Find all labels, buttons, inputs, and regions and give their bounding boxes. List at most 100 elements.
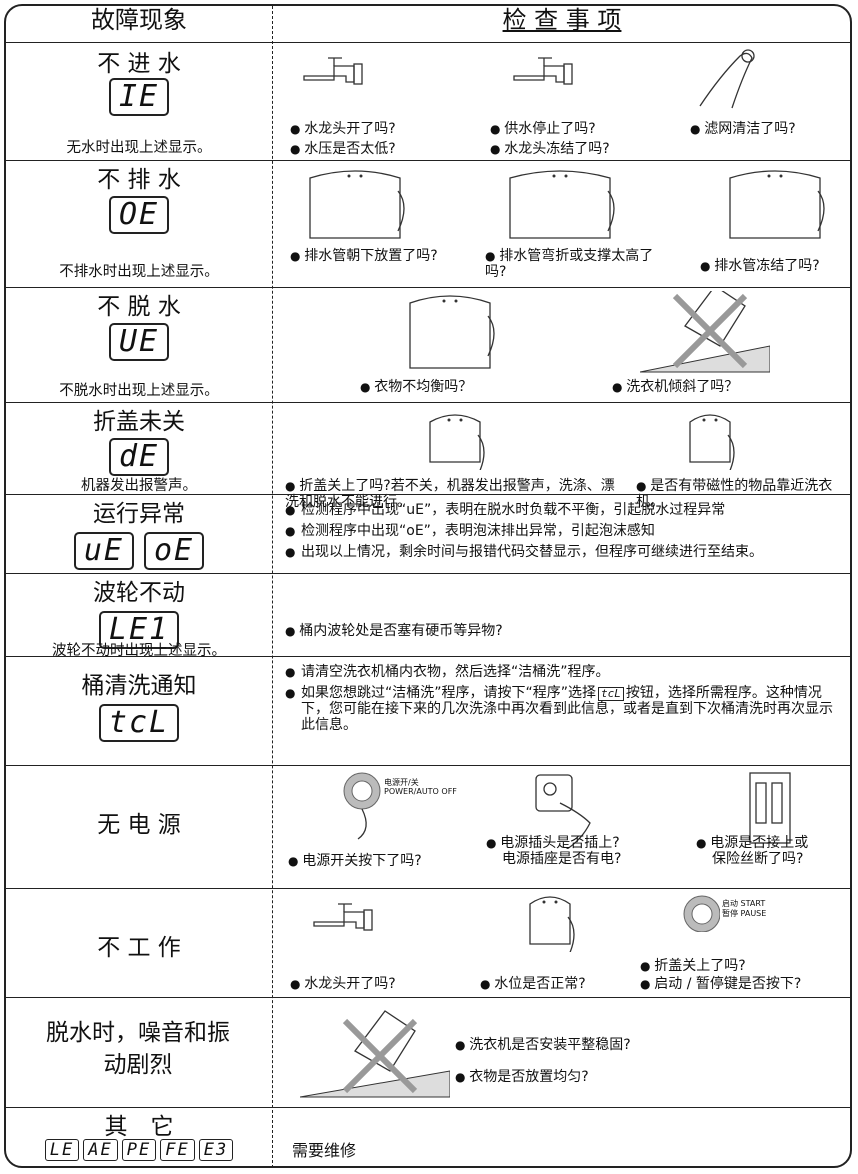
check-item: 洗衣机倾斜了吗？ (612, 379, 738, 395)
check-item: 电源开关按下了吗? (288, 853, 421, 869)
fault-title: 不 工 作 (97, 935, 181, 961)
illustration (429, 414, 485, 470)
fault-title: 其 它 (104, 1114, 174, 1140)
fault-title: 波轮不动 (93, 580, 185, 606)
check-item: 洗衣机是否安装平整稳固? (455, 1037, 630, 1053)
check-item: 需要维修 (292, 1141, 357, 1160)
row-note: 不排水时出现上述显示。 (59, 264, 219, 280)
check-item: 水龙头冻结了吗? (490, 141, 609, 157)
fault-title: 脱水时，噪音和振动剧烈 (46, 1020, 230, 1078)
check-list: 检测程序中出现“uE”，表明在脱水时负载不平衡，引起脱水过程异常检测程序中出现“… (285, 502, 845, 565)
table-frame (4, 4, 852, 1168)
check-item: 水位是否正常? (480, 976, 585, 992)
check-item: 出现以上情况，剩余时间与报错代码交替显示，但程序可继续进行至结束。 (285, 544, 845, 560)
row-divider (5, 494, 852, 495)
illustration (300, 1010, 450, 1098)
error-code: UE (108, 323, 170, 361)
code-group: dE (8, 438, 270, 476)
fault-title: 不 进 水 (97, 51, 181, 77)
check-line: 电源插头是否插上? (500, 835, 620, 851)
illustration (313, 903, 373, 931)
code-group: uE oE (8, 532, 270, 570)
error-code: E3 (198, 1139, 234, 1161)
row-divider (5, 160, 852, 161)
check-item: 检测程序中出现“oE”，表明泡沫排出异常，引起泡沫感知 (285, 523, 845, 539)
fault-title: 无 电 源 (97, 812, 181, 838)
illustration (409, 295, 495, 369)
error-code: OE (108, 196, 170, 234)
row-divider (5, 1107, 852, 1108)
row-note: 机器发出报警声。 (81, 478, 197, 494)
check-text: 按钮，选择所需程序。这种情况下，您可能在接下来的几次洗涤中再次看到此信息，或者是… (301, 685, 833, 733)
error-code: LE (44, 1139, 80, 1161)
header-check: 检 查 事 项 (502, 6, 622, 34)
illustration (729, 170, 825, 239)
illustration (513, 57, 573, 85)
illustration (683, 895, 720, 932)
inline-code: tcL (598, 687, 624, 701)
error-code: LE1 (98, 611, 180, 649)
check-item: 启动 / 暂停键是否按下? (640, 976, 801, 992)
check-list: 请清空洗衣机桶内衣物，然后选择“洁桶洗”程序。如果您想跳过“洁桶洗”程序，请按下… (285, 664, 845, 738)
header-fault: 故障现象 (91, 6, 187, 34)
check-item: 滤网清洁了吗? (690, 121, 795, 137)
check-item: 水龙头开了吗? (290, 121, 395, 137)
check-item: 请清空洗衣机桶内衣物，然后选择“洁桶洗”程序。 (285, 664, 845, 680)
illustration (303, 57, 363, 85)
illustration (640, 291, 770, 373)
error-code: oE (144, 532, 205, 570)
check-line: 电源插座是否有电? (502, 851, 622, 867)
icon-label: 电源开/关 (384, 778, 419, 787)
check-item: 检测程序中出现“uE”，表明在脱水时负载不平衡，引起脱水过程异常 (285, 502, 845, 518)
check-item: 衣物不均衡吗？ (360, 379, 472, 395)
fault-title: 不 排 水 (97, 167, 181, 193)
check-item: 水压是否太低? (290, 141, 395, 157)
icon-label: 启动 START (722, 899, 766, 908)
check-line: 电源是否接上或 (710, 835, 809, 851)
fault-title: 折盖未关 (93, 409, 185, 435)
row-note: 不脱水时出现上述显示。 (59, 383, 219, 399)
error-code: FE (160, 1139, 195, 1161)
error-code: uE (73, 532, 134, 570)
check-text: 如果您想跳过“洁桶洗”程序，请按下“程序”选择 (301, 685, 597, 701)
illustration (529, 896, 575, 952)
check-item: 排水管冻结了吗? (700, 258, 819, 274)
row-divider (5, 287, 852, 288)
check-item: 如果您想跳过“洁桶洗”程序，请按下“程序”选择tcL按钮，选择所需程序。这种情况… (285, 685, 845, 733)
fault-title: 不 脱 水 (97, 294, 181, 320)
row-divider (5, 765, 852, 766)
code-group: UE (8, 323, 270, 361)
illustration (343, 772, 381, 840)
illustration (509, 170, 615, 239)
check-item: 供水停止了吗? (490, 121, 595, 137)
illustration (699, 49, 755, 109)
check-line: 保险丝断了吗? (712, 851, 804, 867)
code-group: OE (8, 196, 270, 234)
icon-label: POWER/AUTO OFF (384, 787, 457, 796)
row-divider (5, 573, 852, 574)
row-divider (5, 656, 852, 657)
header-divider (5, 42, 852, 43)
row-divider (5, 402, 852, 403)
fault-title: 运行异常 (93, 501, 185, 527)
check-item: 水龙头开了吗? (290, 976, 395, 992)
row-note: 波轮不动时出现上述显示。 (52, 643, 226, 659)
check-item: 衣物是否放置均匀? (455, 1069, 588, 1085)
error-code: PE (121, 1139, 157, 1161)
error-code: IE (108, 78, 170, 116)
row-divider (5, 997, 852, 998)
check-item: 排水管朝下放置了吗? (290, 248, 440, 264)
error-code: dE (108, 438, 170, 476)
code-group: tcL (8, 704, 270, 742)
check-item: 电源插头是否插上?电源插座是否有电? (486, 835, 621, 867)
row-note: 无水时出现上述显示。 (66, 140, 212, 156)
error-code: tcL (98, 704, 180, 742)
check-item: 排水管弯折或支撑太高了吗? (485, 248, 660, 280)
illustration (309, 170, 405, 239)
row-divider (5, 888, 852, 889)
illustration (689, 414, 735, 470)
fault-title: 桶清洗通知 (81, 673, 197, 699)
check-item: 折盖关上了吗? (640, 958, 745, 974)
